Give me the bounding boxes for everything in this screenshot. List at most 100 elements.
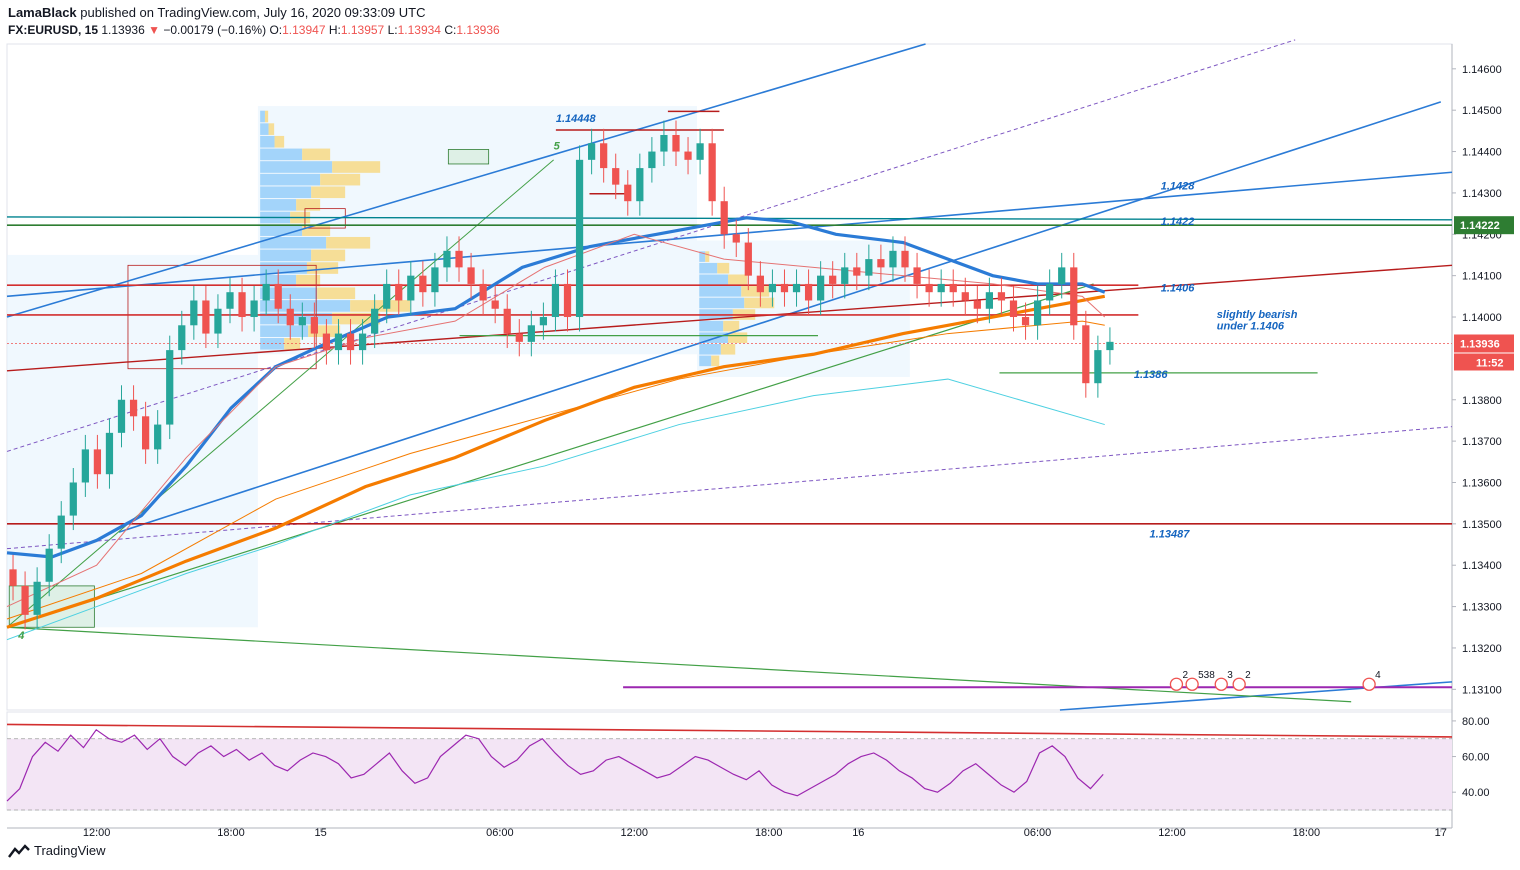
- candle-body-47: [575, 159, 584, 318]
- rsi-band: [7, 738, 1452, 810]
- published-text: published on TradingView.com, July 16, 2…: [80, 5, 426, 20]
- profile-b-bar-b-9: [711, 355, 720, 367]
- profile-a-bar-16: [260, 312, 333, 325]
- rsi-tick-label-0: 80.00: [1462, 716, 1490, 728]
- time-tick-label-7: 06:00: [1024, 827, 1052, 839]
- economic-event-icon-2: [1214, 677, 1228, 691]
- publisher-name[interactable]: LamaBlack: [8, 5, 77, 20]
- candle-body-20: [250, 300, 258, 318]
- candle-body-91: [1106, 341, 1114, 351]
- candle-body-36: [443, 250, 451, 268]
- open-value: 1.13947: [282, 23, 326, 37]
- candle-body-30: [371, 308, 379, 334]
- candle-body-57: [696, 143, 704, 160]
- candle-body-14: [178, 325, 186, 351]
- candle-body-74: [901, 250, 909, 268]
- profile-a-bar-14: [260, 287, 318, 300]
- profile-b-bar-3: [699, 286, 742, 297]
- ohlc-line: FX:EURUSD, 15 1.13936 ▼ −0.00179 (−0.16%…: [8, 23, 500, 37]
- candle-body-86: [1046, 283, 1054, 301]
- candle-body-61: [744, 242, 752, 276]
- low-label: L:: [387, 23, 398, 37]
- profile-b-bar-8: [699, 343, 721, 355]
- annotation-1: 1.1428: [1161, 181, 1196, 193]
- price-tick-label-7: 1.13800: [1462, 395, 1502, 407]
- candle-body-87: [1058, 267, 1066, 284]
- profile-a-bar-17: [260, 325, 309, 337]
- candle-body-52: [636, 168, 644, 202]
- ema-50-line: [6, 216, 1106, 559]
- profile-a-bar-b-12: [306, 262, 339, 274]
- candle-body-35: [431, 267, 439, 293]
- candle-body-32: [395, 283, 403, 301]
- candle-body-18: [226, 292, 234, 309]
- candle-body-17: [214, 308, 222, 334]
- candle-body-80: [973, 300, 981, 309]
- candle-body-78: [949, 283, 957, 293]
- candle-body-63: [768, 283, 777, 293]
- time-tick-label-2: 15: [315, 827, 327, 839]
- level-price-tag: 1.14222: [1460, 220, 1500, 232]
- candle-body-5: [69, 482, 77, 516]
- profile-a-bar-b-4: [332, 161, 381, 173]
- level-price-tag-bg: [1454, 216, 1514, 235]
- profile-a-bar-b-10: [326, 236, 371, 249]
- candle-body-38: [467, 267, 475, 284]
- candle-body-1: [21, 585, 29, 615]
- time-tick-label-5: 18:00: [755, 827, 783, 839]
- candle-body-89: [1082, 325, 1090, 384]
- brand-label[interactable]: TradingView: [34, 843, 106, 858]
- price-tick-label-1: 1.14500: [1462, 105, 1502, 117]
- candle-body-60: [732, 234, 740, 243]
- candle-body-39: [479, 283, 487, 301]
- annotation-8: 5: [554, 140, 561, 152]
- price-tick-label-6: 1.14000: [1462, 312, 1502, 324]
- annotation-2: 1.1422: [1161, 216, 1195, 228]
- purple-dashed-upper: [6, 39, 1296, 452]
- profile-b-bar-1: [699, 262, 718, 274]
- candle-body-7: [93, 449, 102, 475]
- economic-event-count-3: 2: [1245, 670, 1251, 681]
- mid-trend-line: [6, 171, 1453, 298]
- time-tick-label-9: 18:00: [1293, 827, 1321, 839]
- economic-event-icon-1: [1185, 677, 1199, 691]
- low-value: 1.13934: [397, 23, 441, 37]
- candle-body-8: [105, 432, 114, 475]
- price-tick-label-11: 1.13400: [1462, 560, 1502, 572]
- candle-body-53: [648, 151, 656, 169]
- candle-body-48: [587, 143, 596, 160]
- economic-event-count-1: 538: [1198, 670, 1215, 681]
- candle-body-82: [997, 292, 1006, 301]
- candle-body-73: [889, 250, 897, 268]
- profile-b-bar-0: [699, 251, 706, 262]
- profile-b-bar-b-2: [728, 274, 748, 286]
- candle-body-49: [600, 143, 608, 169]
- rsi-tick-label-2: 40.00: [1462, 787, 1490, 799]
- profile-b-bar-2: [699, 274, 729, 286]
- candle-body-4: [57, 515, 65, 549]
- economic-event-count-2: 3: [1227, 670, 1233, 681]
- candle-body-24: [298, 317, 306, 326]
- profile-b-bar-b-8: [720, 343, 736, 355]
- profile-a-bar-9: [260, 224, 303, 236]
- profile-a-bar-1: [260, 123, 269, 135]
- teal-level-line: [6, 216, 1453, 221]
- annotation-3: 1.1406: [1161, 282, 1196, 294]
- candle-body-66: [804, 283, 813, 301]
- symbol-label[interactable]: FX:EURUSD, 15: [8, 23, 99, 37]
- zone-box-2: [447, 149, 490, 165]
- upper-channel-line: [6, 43, 926, 318]
- candle-body-15: [190, 300, 198, 326]
- green-bottom-line: [6, 626, 1352, 703]
- candle-body-25: [310, 317, 318, 334]
- annotation-5: under 1.1406: [1217, 320, 1285, 332]
- profile-a-bar-b-2: [274, 135, 285, 148]
- candle-body-59: [720, 201, 728, 235]
- profile-a-bar-b-0: [264, 110, 269, 123]
- candle-body-45: [551, 283, 560, 318]
- annotation-4: slightly bearish: [1217, 309, 1298, 321]
- time-tick-label-3: 06:00: [486, 827, 514, 839]
- time-tick-label-6: 16: [852, 827, 864, 839]
- publisher-line: LamaBlack published on TradingView.com, …: [8, 5, 425, 20]
